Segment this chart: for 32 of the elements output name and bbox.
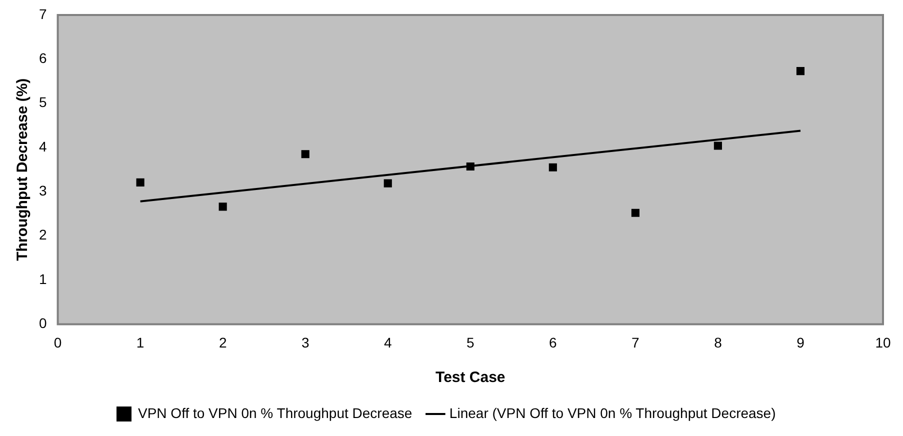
legend-label: Linear (VPN Off to VPN 0n % Throughput Decrease)	[449, 404, 776, 421]
x-tick-label: 10	[875, 334, 891, 350]
x-tick-label: 6	[549, 334, 558, 350]
x-tick-label: 8	[714, 334, 722, 350]
x-tick-label: 7	[632, 334, 640, 350]
x-tick-label: 5	[466, 334, 474, 350]
y-tick-label: 3	[38, 182, 47, 199]
point	[548, 163, 557, 172]
x-tick-label: 1	[136, 334, 144, 350]
x-tick-label: 4	[384, 334, 392, 350]
legend-label: VPN Off to VPN 0n % Throughput Decrease	[138, 404, 412, 421]
x-tick-label: 0	[54, 334, 62, 350]
y-tick-label: 4	[38, 138, 47, 154]
y-tick-label: 0	[38, 315, 47, 332]
y-tick-label: 7	[38, 6, 47, 22]
x-axis-title: Test Case	[436, 369, 506, 386]
y-axis-title: Throughput Decrease (%)	[14, 78, 32, 261]
point	[796, 67, 805, 76]
x-tick-label: 9	[796, 334, 805, 350]
y-tick-label: 2	[38, 226, 47, 243]
point	[136, 178, 144, 186]
point	[218, 202, 227, 211]
y-tick-label: 1	[38, 270, 47, 287]
point	[466, 162, 474, 171]
y-tick-label: 6	[38, 50, 47, 66]
point	[301, 150, 310, 158]
y-tick-label: 5	[38, 94, 47, 110]
x-tick-label: 2	[218, 334, 227, 350]
point	[714, 142, 722, 150]
point	[631, 208, 640, 217]
point	[384, 179, 392, 188]
x-tick-label: 3	[301, 334, 310, 350]
